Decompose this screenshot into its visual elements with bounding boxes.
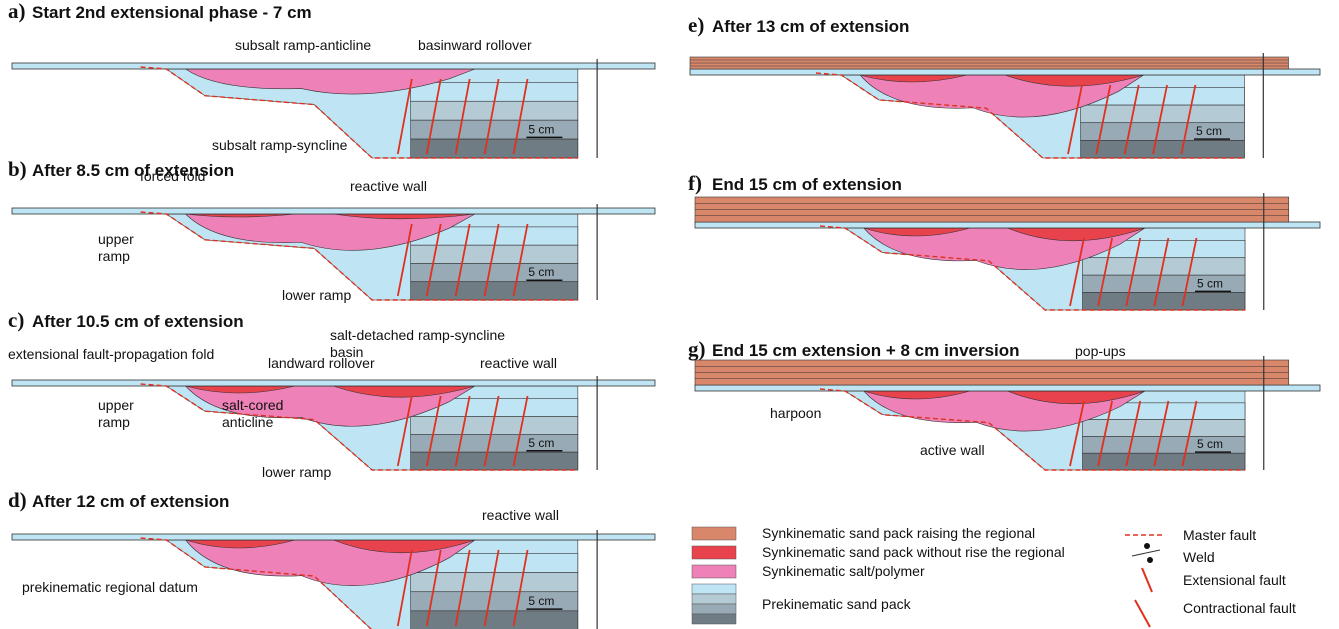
annotation: lower ramp: [282, 287, 351, 303]
scale-label: 5 cm: [528, 265, 554, 279]
regional-layer: [12, 208, 655, 214]
regional-layer: [695, 385, 1320, 391]
panel-title: After 13 cm of extension: [712, 17, 909, 36]
regional-layer: [12, 534, 655, 540]
annotation: ramp: [98, 414, 130, 430]
prekinematic-layer: [1081, 140, 1245, 158]
legend-label: Extensional fault: [1183, 572, 1286, 588]
scale-label: 5 cm: [1197, 437, 1223, 451]
panel-title: After 12 cm of extension: [32, 492, 229, 511]
regional-layer: [695, 222, 1320, 228]
panel: c) After 10.5 cm of extension 5 cm extensio…: [8, 308, 655, 480]
annotation: upper: [98, 231, 134, 247]
annotation: upper: [98, 397, 134, 413]
annotation: forced fold: [140, 168, 205, 184]
panel-title: Start 2nd extensional phase - 7 cm: [32, 3, 312, 22]
annotation: harpoon: [770, 405, 821, 421]
panel: e) After 13 cm of extension 5 cm: [688, 13, 1320, 158]
legend-label: Contractional fault: [1183, 600, 1296, 616]
annotation: basinward rollover: [418, 37, 532, 53]
scale-label: 5 cm: [528, 436, 554, 450]
prekinematic-layer: [411, 611, 578, 629]
prekinematic-layer: [411, 139, 578, 158]
annotation: reactive wall: [350, 178, 427, 194]
annotation: salt-detached ramp-syncline: [330, 327, 505, 343]
panel-label: b): [8, 157, 27, 181]
annotation: ramp: [98, 248, 130, 264]
figure: Synkinematic sand pack raising the regio…: [0, 0, 1339, 629]
regional-layer: [12, 380, 655, 386]
legend-label: Synkinematic sand pack without rise the …: [762, 544, 1065, 560]
panel: g) End 15 cm extension + 8 cm inversion 5 …: [688, 337, 1320, 470]
annotation: pop-ups: [1075, 343, 1126, 359]
prekinematic-layer: [1083, 293, 1246, 310]
annotation: subsalt ramp-syncline: [212, 137, 348, 153]
annotation: prekinematic regional datum: [22, 579, 198, 595]
annotation: salt-cored: [222, 397, 283, 413]
legend-label: Synkinematic salt/polymer: [762, 563, 925, 579]
prekinematic-layer: [411, 282, 578, 300]
panel-label: g): [688, 337, 706, 361]
legend-label: Prekinematic sand pack: [762, 596, 912, 612]
annotation: subsalt ramp-anticline: [235, 37, 371, 53]
panel: f) End 15 cm of extension 5 cm: [688, 171, 1320, 310]
annotation: reactive wall: [482, 507, 559, 523]
panel-label: f): [688, 171, 702, 195]
annotation: basin: [330, 344, 363, 360]
annotation: extensional fault-propagation fold: [8, 346, 214, 362]
regional-layer: [12, 63, 655, 69]
panel-title: End 15 cm extension + 8 cm inversion: [712, 341, 1020, 360]
prekinematic-layer: [411, 452, 578, 470]
annotation: lower ramp: [262, 464, 331, 480]
legend-label: Master fault: [1183, 527, 1256, 543]
panel-label: e): [688, 13, 704, 37]
regional-layer: [690, 69, 1320, 75]
annotation: active wall: [920, 442, 985, 458]
legend-label: Weld: [1183, 549, 1215, 565]
prekinematic-layer: [1083, 453, 1246, 470]
panel-label: c): [8, 308, 24, 332]
scale-label: 5 cm: [1197, 276, 1223, 290]
panel-label: d): [8, 488, 27, 512]
annotation: anticline: [222, 414, 274, 430]
panel-title: End 15 cm of extension: [712, 175, 902, 194]
annotation: reactive wall: [480, 355, 557, 371]
panel: d) After 12 cm of extension 5 cm reactive w…: [8, 488, 655, 629]
legend-label: Synkinematic sand pack raising the regio…: [762, 525, 1035, 541]
panel: a) Start 2nd extensional phase - 7 cm 5 cm…: [8, 0, 655, 158]
legend: Synkinematic sand pack raising the regio…: [692, 525, 1296, 627]
panel-label: a): [8, 0, 26, 23]
panel-title: After 10.5 cm of extension: [32, 312, 244, 331]
scale-label: 5 cm: [1196, 124, 1222, 138]
scale-label: 5 cm: [528, 122, 554, 136]
scale-label: 5 cm: [528, 594, 554, 608]
